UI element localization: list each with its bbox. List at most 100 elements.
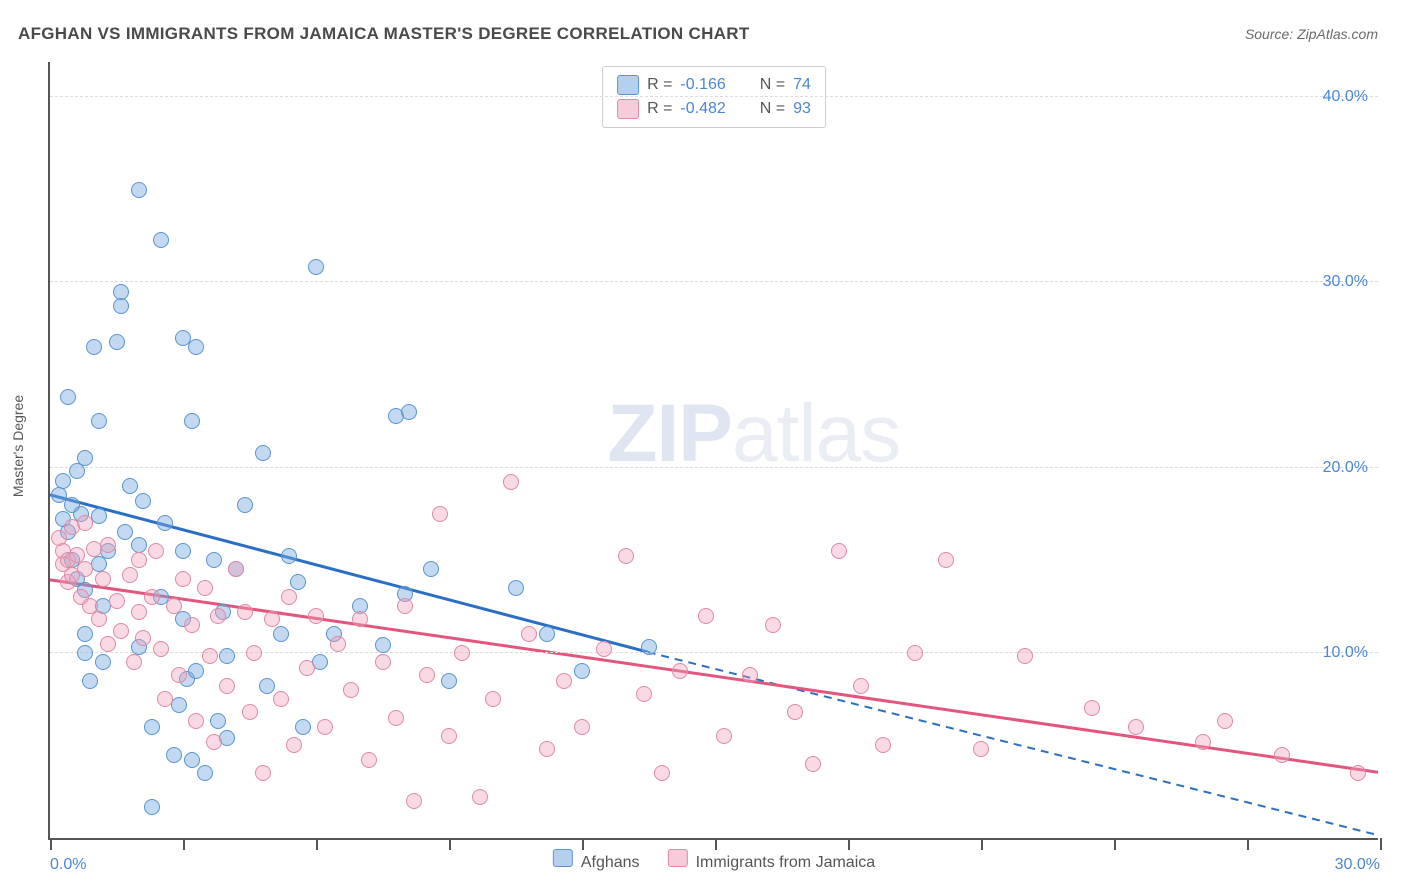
scatter-point [441, 728, 457, 744]
scatter-point [938, 552, 954, 568]
scatter-point [144, 719, 160, 735]
scatter-point [95, 571, 111, 587]
scatter-point [135, 630, 151, 646]
scatter-point [100, 537, 116, 553]
series-legend: Afghans Immigrants from Jamaica [553, 849, 875, 872]
scatter-point [188, 339, 204, 355]
scatter-point [242, 704, 258, 720]
n-label: N = [760, 100, 785, 118]
scatter-point [805, 756, 821, 772]
y-tick-label: 20.0% [1323, 459, 1368, 477]
scatter-point [184, 617, 200, 633]
scatter-point [330, 636, 346, 652]
scatter-point [539, 626, 555, 642]
swatch-pink-icon [668, 849, 688, 867]
source-value: ZipAtlas.com [1297, 26, 1378, 42]
scatter-point [95, 654, 111, 670]
x-tick [1380, 838, 1382, 850]
gridline [50, 281, 1378, 282]
x-tick [50, 838, 52, 850]
trendline [50, 495, 648, 652]
chart-container: AFGHAN VS IMMIGRANTS FROM JAMAICA MASTER… [0, 0, 1406, 892]
scatter-point [485, 691, 501, 707]
scatter-point [556, 673, 572, 689]
x-tick [449, 838, 451, 850]
scatter-point [361, 752, 377, 768]
scatter-point [210, 608, 226, 624]
x-tick [316, 838, 318, 850]
x-tick-label: 0.0% [50, 856, 86, 874]
scatter-point [144, 799, 160, 815]
scatter-point [973, 741, 989, 757]
r-value-jamaica: -0.482 [680, 100, 725, 118]
scatter-point [419, 667, 435, 683]
scatter-point [831, 543, 847, 559]
n-value-afghans: 74 [793, 76, 811, 94]
scatter-point [77, 561, 93, 577]
scatter-point [202, 648, 218, 664]
swatch-blue-icon [553, 849, 573, 867]
scatter-point [166, 598, 182, 614]
scatter-point [503, 474, 519, 490]
scatter-point [574, 663, 590, 679]
scatter-point [237, 604, 253, 620]
scatter-point [765, 617, 781, 633]
scatter-point [153, 641, 169, 657]
x-tick [183, 838, 185, 850]
x-tick [1114, 838, 1116, 850]
scatter-point [1195, 734, 1211, 750]
scatter-point [122, 478, 138, 494]
scatter-point [255, 445, 271, 461]
scatter-point [273, 626, 289, 642]
scatter-point [343, 682, 359, 698]
scatter-point [131, 537, 147, 553]
legend-row-jamaica: R = -0.482 N = 93 [617, 97, 811, 121]
scatter-point [1017, 648, 1033, 664]
gridline [50, 467, 1378, 468]
scatter-point [853, 678, 869, 694]
scatter-point [219, 678, 235, 694]
scatter-point [401, 404, 417, 420]
scatter-point [117, 524, 133, 540]
plot-area: ZIPatlas R = -0.166 N = 74 R = -0.482 N … [48, 62, 1378, 840]
scatter-point [596, 641, 612, 657]
r-value-afghans: -0.166 [680, 76, 725, 94]
scatter-point [472, 789, 488, 805]
scatter-point [148, 543, 164, 559]
scatter-point [742, 667, 758, 683]
r-label: R = [647, 100, 672, 118]
scatter-point [246, 645, 262, 661]
scatter-point [113, 284, 129, 300]
scatter-point [171, 667, 187, 683]
scatter-point [423, 561, 439, 577]
n-value-jamaica: 93 [793, 100, 811, 118]
scatter-point [157, 515, 173, 531]
scatter-point [219, 648, 235, 664]
scatter-point [109, 593, 125, 609]
scatter-point [91, 611, 107, 627]
scatter-point [508, 580, 524, 596]
scatter-point [295, 719, 311, 735]
scatter-point [308, 259, 324, 275]
scatter-point [135, 493, 151, 509]
scatter-point [100, 636, 116, 652]
scatter-point [521, 626, 537, 642]
scatter-point [126, 654, 142, 670]
scatter-point [618, 548, 634, 564]
legend-item-jamaica: Immigrants from Jamaica [668, 849, 876, 872]
n-label: N = [760, 76, 785, 94]
scatter-point [636, 686, 652, 702]
swatch-pink-icon [617, 99, 639, 119]
scatter-point [175, 543, 191, 559]
source-attribution: Source: ZipAtlas.com [1245, 26, 1378, 42]
legend-item-afghans: Afghans [553, 849, 640, 872]
scatter-point [406, 793, 422, 809]
scatter-point [907, 645, 923, 661]
scatter-point [375, 637, 391, 653]
scatter-point [654, 765, 670, 781]
scatter-point [175, 571, 191, 587]
x-tick [715, 838, 717, 850]
scatter-point [77, 626, 93, 642]
scatter-point [109, 334, 125, 350]
scatter-point [641, 639, 657, 655]
